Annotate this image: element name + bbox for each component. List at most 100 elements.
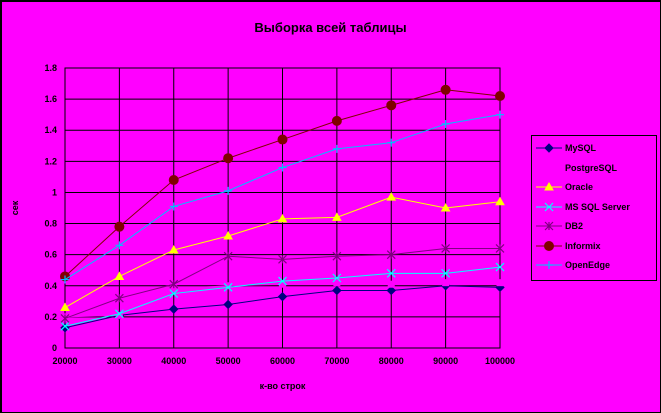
data-point [115,241,124,250]
legend-swatch [536,164,562,171]
data-point [333,279,341,287]
legend-label: DB2 [565,221,584,231]
legend-item: Oracle [532,179,656,195]
data-point [114,293,124,303]
x-tick-label: 100000 [485,356,515,366]
legend-label: MySQL [565,143,597,153]
x-axis-label: к-во строк [260,381,306,391]
data-point [168,175,179,185]
legend-item: PostgreSQL [532,160,656,176]
legend-item: MS SQL Server [532,199,656,215]
legend-swatch [536,240,562,251]
data-point [495,196,505,206]
x-tick-label: 30000 [107,356,132,366]
data-point [386,285,396,296]
data-point [441,120,450,128]
x-tick-label: 80000 [379,356,404,366]
data-point [223,230,233,240]
x-tick-label: 70000 [324,356,349,366]
y-tick-label: 1.8 [44,63,57,73]
data-point [332,273,342,283]
legend-marker [544,221,554,231]
data-point [386,268,396,278]
y-tick-label: 1.4 [44,125,57,135]
y-tick-label: 0.2 [44,312,57,322]
legend-swatch [536,261,562,269]
y-tick-label: 1.2 [44,156,57,166]
chart-legend: MySQL PostgreSQL Oracle MS SQL Server DB2 Inf… [531,135,657,281]
data-point [278,276,287,286]
legend-item: MySQL [532,140,656,156]
y-tick-label: 0.8 [44,219,57,229]
y-tick-label: 1.6 [44,94,57,104]
data-point [223,299,233,310]
data-point [441,244,451,253]
data-point [277,291,288,302]
data-point [277,213,288,223]
chart-title: Выборка всей таблицы [254,20,407,35]
series-ms-sql-server [60,262,505,331]
legend-label: MS SQL Server [565,201,630,212]
data-point [60,321,70,331]
x-tick-label: 50000 [216,356,241,366]
data-point [495,262,505,272]
data-point [277,134,288,145]
data-point [387,138,396,147]
data-point [387,280,395,288]
y-tick-label: 0.4 [44,281,57,291]
legend-swatch [536,181,562,191]
data-point [332,144,341,153]
legend-item: DB2 [532,218,656,234]
y-tick-label: 0 [52,343,57,353]
series-openedge [61,110,504,284]
data-point [278,163,287,172]
data-point [224,186,233,195]
legend-marker [544,143,554,153]
data-point [440,84,451,95]
data-point [278,254,287,264]
x-tick-label: 60000 [270,356,295,366]
y-axis-label: сек [10,200,20,215]
legend-label: Oracle [565,182,594,192]
data-point [332,285,342,296]
x-tick-label: 20000 [52,356,77,366]
data-point [496,110,504,119]
data-point [169,289,179,298]
data-point [332,251,342,261]
data-point [496,279,504,287]
legend-marker [544,240,554,251]
legend-swatch [536,221,562,231]
legend-marker [545,261,553,269]
x-tick-label: 90000 [433,356,458,366]
y-tick-label: 0.6 [44,250,57,260]
legend-label: PostgreSQL [565,162,618,173]
data-point [168,244,179,254]
data-point [114,309,124,319]
legend-marker [545,164,553,171]
legend-marker [544,181,554,191]
data-point [279,280,286,288]
legend-label: OpenEdge [565,260,611,270]
data-point [495,244,505,253]
legend-item: Informix [532,238,656,254]
data-point [386,192,397,201]
data-point [60,314,70,323]
data-point [60,302,70,312]
data-point [332,212,342,221]
data-point [223,153,234,164]
y-tick-label: 1 [52,187,57,197]
data-point [441,268,451,278]
data-point [224,282,232,290]
data-point [386,100,397,111]
legend-item: OpenEdge [532,257,656,273]
data-point [495,91,505,101]
data-point [169,202,178,211]
data-point [223,282,233,292]
data-point [331,115,342,126]
legend-swatch [536,143,562,153]
series-db2 [60,244,505,323]
series-informix [60,84,505,282]
data-point [115,311,123,319]
data-point [114,221,125,232]
